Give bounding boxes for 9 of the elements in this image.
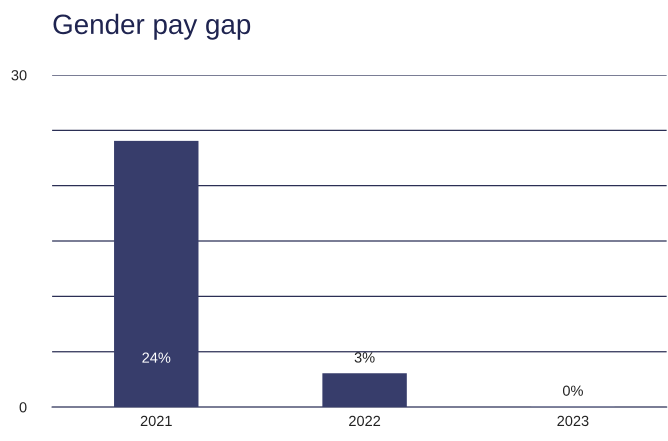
- x-tick-label: 2022: [349, 416, 380, 426]
- data-label: 24%: [142, 352, 170, 363]
- data-label: 0%: [562, 386, 583, 396]
- x-tick-label: 2021: [140, 416, 172, 426]
- y-tick-label: 30: [11, 70, 27, 80]
- x-tick-label: 2023: [557, 416, 588, 426]
- data-label: 3%: [354, 352, 375, 363]
- y-tick-label: 0: [20, 402, 27, 412]
- chart-title: Gender pay gap: [54, 14, 250, 40]
